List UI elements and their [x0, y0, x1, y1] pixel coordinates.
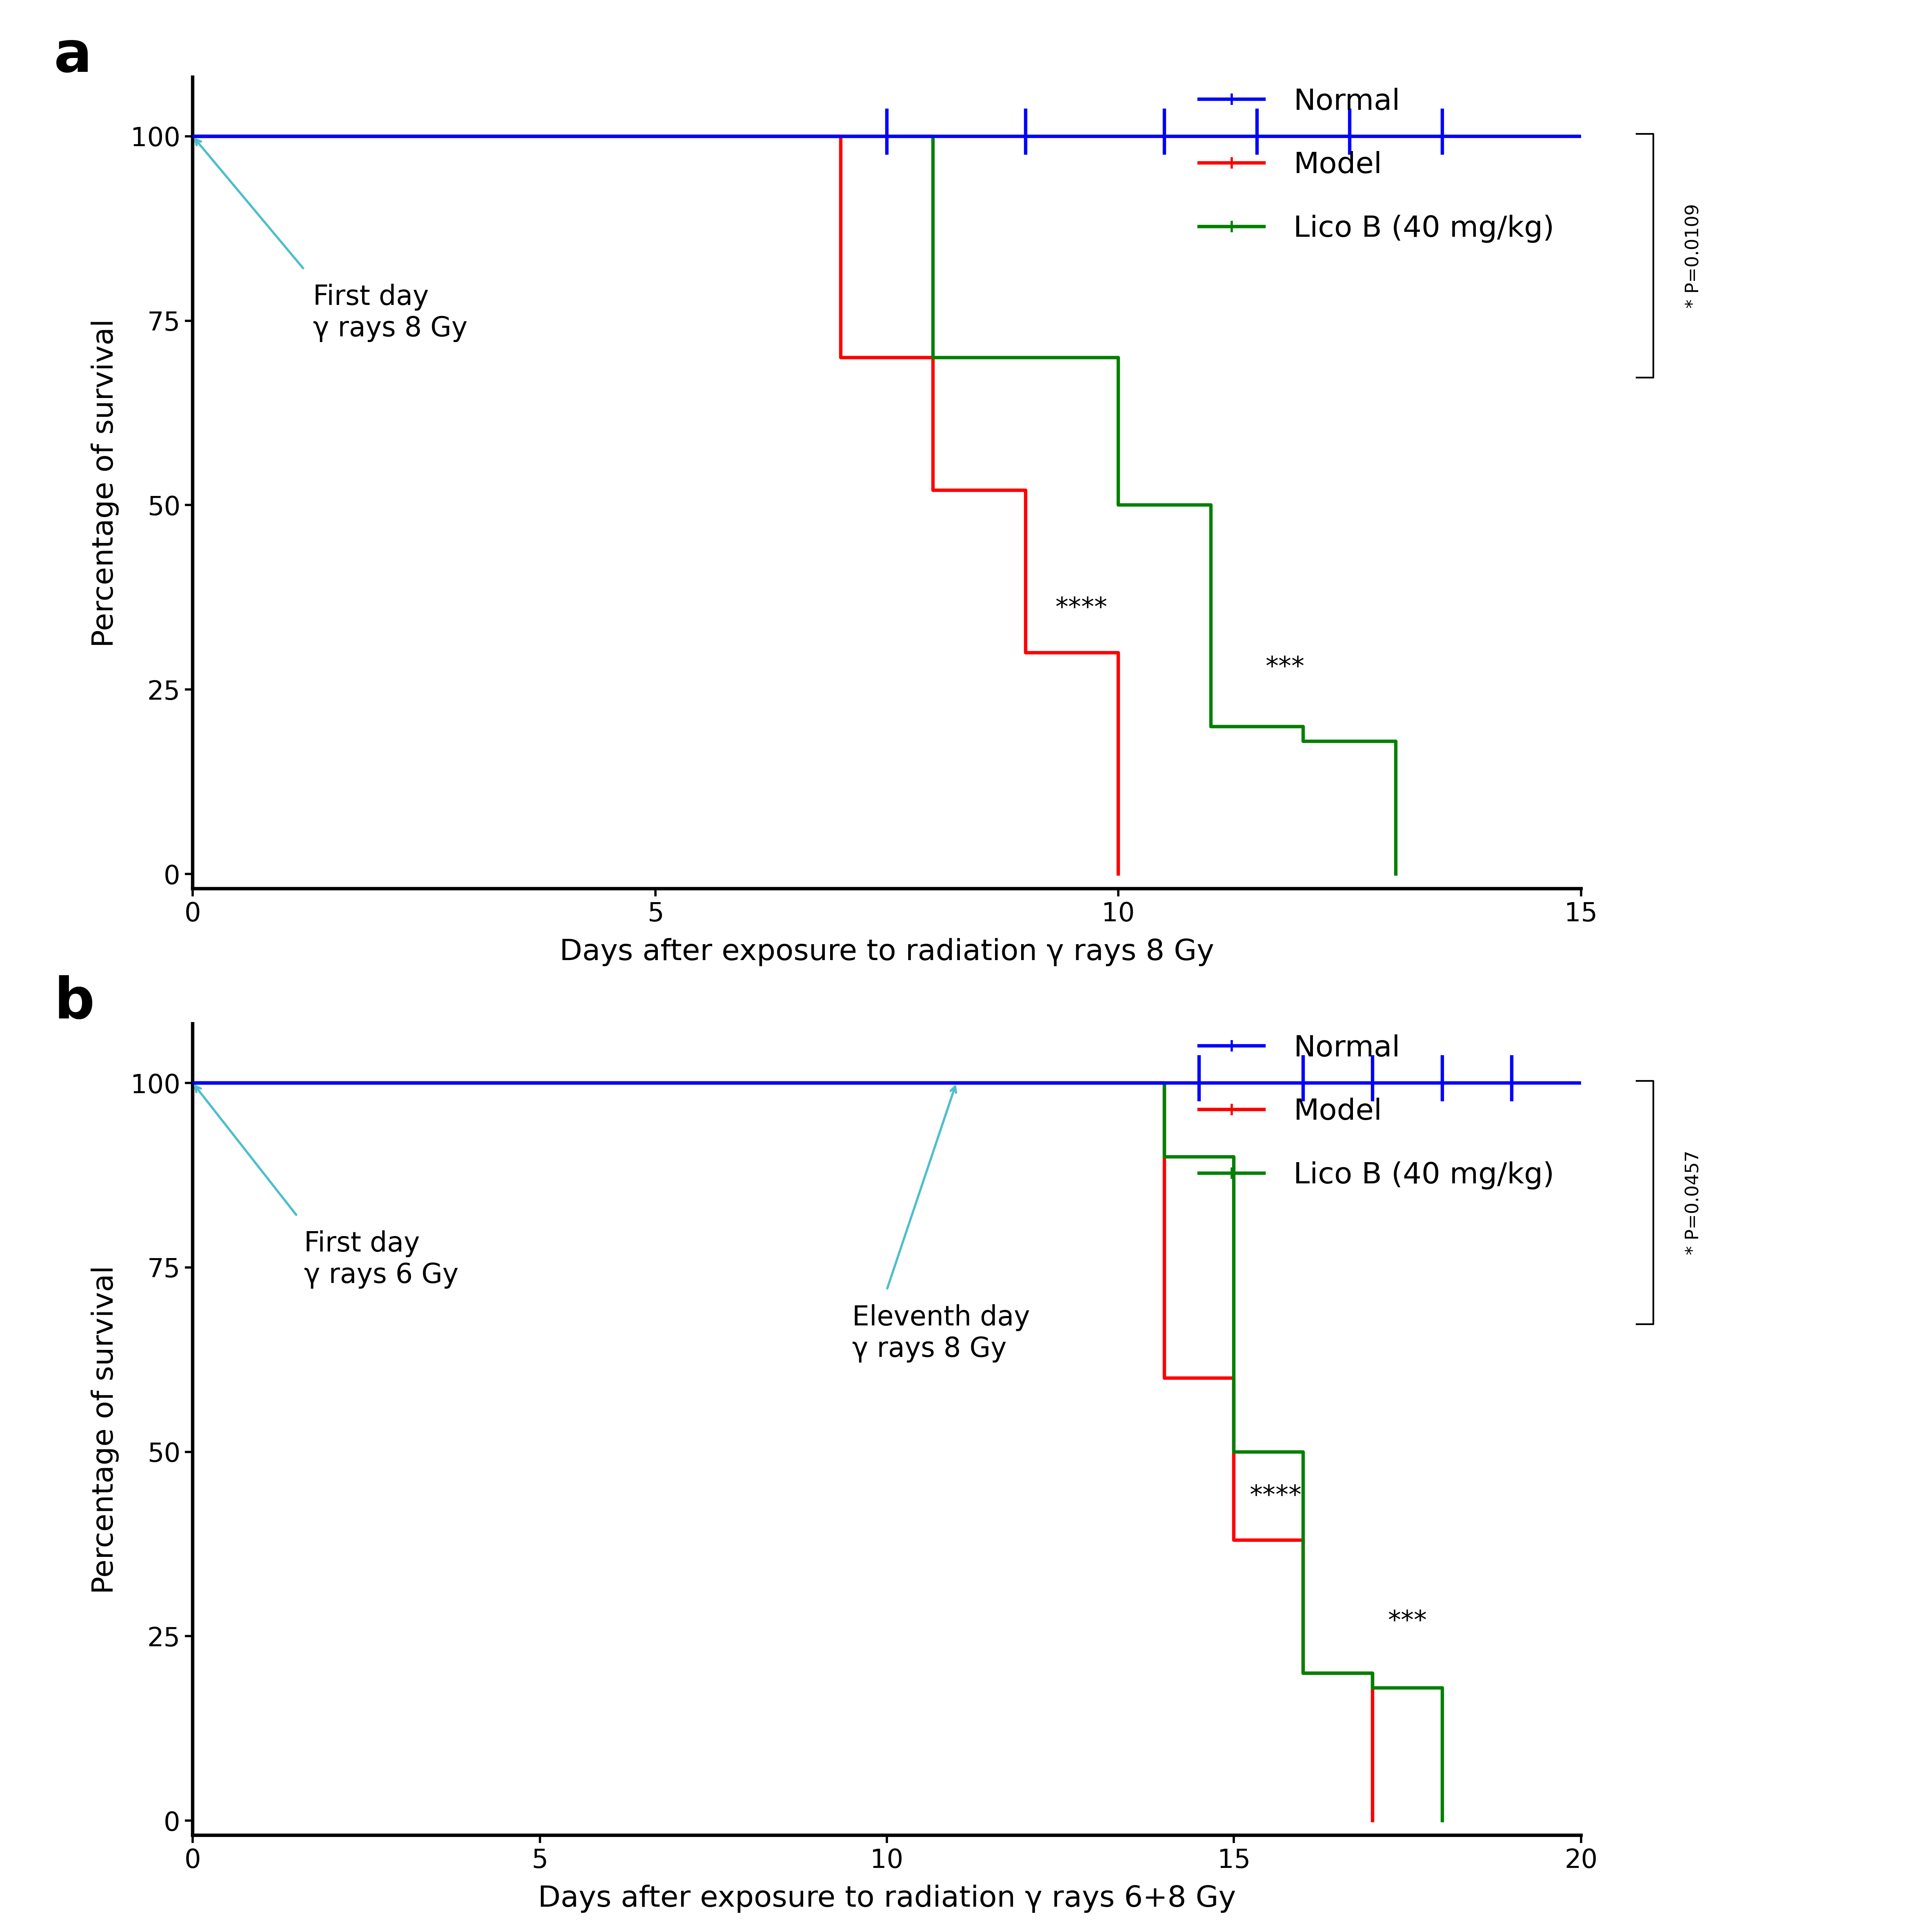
Text: First day
γ rays 8 Gy: First day γ rays 8 Gy	[312, 284, 469, 342]
Legend: Normal, Model, Lico B (40 mg/kg): Normal, Model, Lico B (40 mg/kg)	[1188, 1022, 1566, 1202]
Text: a: a	[54, 29, 93, 83]
Text: ***: ***	[1265, 655, 1305, 680]
Text: ***: ***	[1388, 1609, 1427, 1634]
Y-axis label: Percentage of survival: Percentage of survival	[91, 319, 120, 647]
Text: * P=0.0457: * P=0.0457	[1685, 1150, 1702, 1254]
X-axis label: Days after exposure to radiation γ rays 6+8 Gy: Days after exposure to radiation γ rays …	[538, 1884, 1236, 1913]
Text: b: b	[54, 976, 94, 1030]
Legend: Normal, Model, Lico B (40 mg/kg): Normal, Model, Lico B (40 mg/kg)	[1188, 75, 1566, 255]
Text: * P=0.0109: * P=0.0109	[1685, 203, 1702, 307]
X-axis label: Days after exposure to radiation γ rays 8 Gy: Days after exposure to radiation γ rays …	[559, 937, 1215, 966]
Text: ****: ****	[1249, 1484, 1301, 1509]
Text: First day
γ rays 6 Gy: First day γ rays 6 Gy	[305, 1231, 459, 1289]
Text: ****: ****	[1055, 595, 1107, 620]
Text: Eleventh day
γ rays 8 Gy: Eleventh day γ rays 8 Gy	[852, 1304, 1030, 1362]
Y-axis label: Percentage of survival: Percentage of survival	[91, 1265, 120, 1594]
